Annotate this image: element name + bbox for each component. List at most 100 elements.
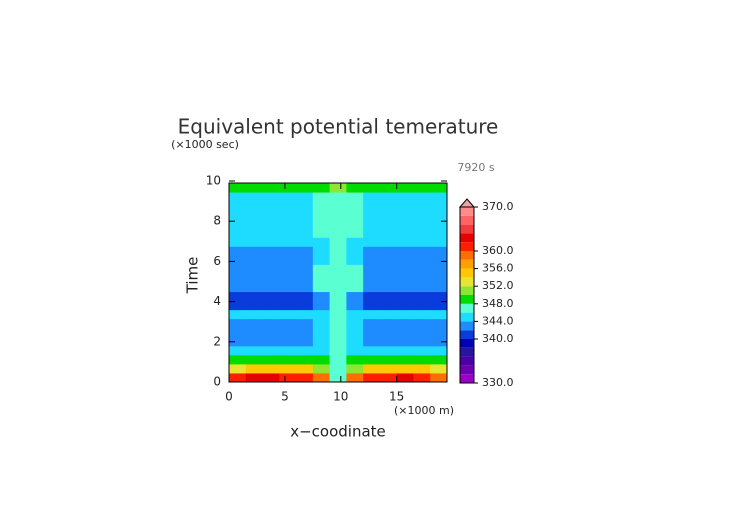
contour-cell [329, 354, 347, 365]
contour-cell [279, 363, 297, 374]
colorbar-tick-label: 352.0 [482, 279, 514, 292]
contour-cell [329, 210, 347, 220]
contour-cell [363, 345, 381, 356]
contour-cell [396, 336, 414, 347]
contour-cell [262, 219, 280, 229]
y-tick-label: 0 [213, 375, 221, 389]
colorbar-box [460, 303, 474, 313]
colorbar-tick-label: 356.0 [482, 262, 514, 275]
contour-cell [363, 318, 381, 329]
contour-cell [346, 192, 364, 202]
contour-cell [430, 183, 448, 193]
contour-cell [229, 201, 247, 211]
colorbar-box [460, 321, 474, 331]
contour-cell [262, 237, 280, 247]
contour-cell [262, 372, 280, 383]
contour-cell [379, 228, 398, 238]
contour-cell [279, 192, 297, 202]
colorbar-box [460, 374, 474, 383]
contour-cell [245, 273, 264, 283]
contour-cell [296, 192, 314, 202]
contour-cell [312, 183, 331, 193]
contour-cell [245, 246, 264, 256]
contour-cell [262, 354, 280, 365]
contour-cell [346, 354, 364, 365]
colorbar-box [460, 295, 474, 304]
contour-cell [430, 237, 448, 247]
contour-cell [229, 354, 247, 365]
contour-cell [430, 318, 448, 329]
contour-cell [413, 273, 431, 283]
y-tick-label: 2 [213, 334, 221, 348]
contour-cell [413, 345, 431, 356]
contour-cell [363, 354, 381, 365]
contour-cell [229, 192, 247, 202]
contour-cell [363, 300, 381, 311]
contour-cell [346, 264, 364, 274]
contour-cell [262, 264, 280, 274]
contour-cell [413, 264, 431, 274]
contour-cell [430, 219, 448, 229]
contour-cell [346, 210, 364, 220]
contour-cell [363, 327, 381, 338]
contour-cell [245, 282, 264, 293]
contour-cell [229, 336, 247, 347]
contour-cell [430, 192, 448, 202]
contour-cell [279, 336, 297, 347]
contour-cell [346, 183, 364, 193]
contour-cell [363, 201, 381, 211]
contour-cell [312, 309, 331, 320]
contour-cell [279, 255, 297, 265]
contour-cell [279, 282, 297, 293]
contour-cell [296, 345, 314, 356]
colorbar-frame [459, 206, 475, 384]
contour-cell [363, 264, 381, 274]
contour-cell [329, 309, 347, 320]
contour-cell [430, 228, 448, 238]
contour-cell [312, 291, 331, 302]
contour-cell [363, 228, 381, 238]
contour-cell [346, 273, 364, 283]
contour-cell [430, 345, 448, 356]
colorbar-box [460, 286, 474, 295]
contour-cell [329, 327, 347, 338]
contour-cell [396, 345, 414, 356]
contour-cell [245, 264, 264, 274]
contour-cell [245, 201, 264, 211]
contour-cell [229, 210, 247, 220]
contour-field [229, 183, 448, 383]
contour-cell [312, 255, 331, 265]
contour-cell [296, 228, 314, 238]
contour-cell [379, 327, 398, 338]
contour-cell [413, 309, 431, 320]
contour-cell [279, 354, 297, 365]
contour-cell [296, 300, 314, 311]
contour-cell [296, 354, 314, 365]
contour-cell [245, 336, 264, 347]
contour-cell [396, 363, 414, 374]
x-tick-label: 15 [389, 390, 404, 404]
colorbar-box [460, 339, 474, 348]
contour-cell [329, 237, 347, 247]
contour-cell [396, 327, 414, 338]
contour-cell [245, 300, 264, 311]
contour-cell [329, 363, 347, 374]
contour-cell [379, 300, 398, 311]
contour-cell [296, 273, 314, 283]
contour-cell [346, 336, 364, 347]
contour-cell [245, 255, 264, 265]
contour-cell [413, 228, 431, 238]
contour-cell [329, 264, 347, 274]
contour-cell [279, 327, 297, 338]
contour-cell [346, 318, 364, 329]
contour-cell [346, 291, 364, 302]
contour-cell [363, 246, 381, 256]
contour-cell [245, 210, 264, 220]
contour-cell [262, 291, 280, 302]
contour-cell [329, 228, 347, 238]
contour-cell [262, 246, 280, 256]
contour-cell [346, 345, 364, 356]
contour-cell [245, 219, 264, 229]
contour-cell [329, 246, 347, 256]
